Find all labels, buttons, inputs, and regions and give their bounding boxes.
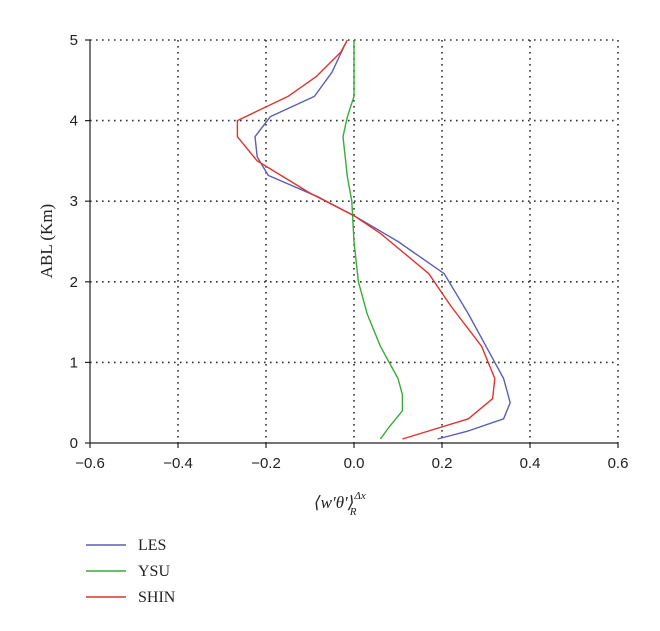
x-tick-labels: −0.6 −0.4 −0.2 0.0 0.2 0.4 0.6 [75,455,628,472]
series-line-les [254,43,511,440]
y-tick-label: 3 [70,193,78,210]
x-axis-title: ⟨w′θ′⟩Δx R [314,490,366,518]
x-axis-title-subscript: R [349,506,357,518]
legend-label-shin: SHIN [138,589,176,606]
y-tick-label: 0 [70,435,78,452]
x-axis-title-superscript: Δx [353,490,365,502]
series-line-ysu [342,40,404,440]
y-tick-label: 1 [70,354,78,371]
y-axis-title: ABL (Km) [37,204,56,278]
x-tick-label: −0.2 [251,455,281,472]
legend: LES YSU SHIN [86,537,176,606]
x-axis-title-main: ⟨w′θ′⟩ [314,493,354,512]
series-lines [236,39,511,440]
axes [85,39,619,448]
y-tick-label: 4 [70,113,78,130]
x-tick-label: −0.6 [75,455,105,472]
x-tick-label: 0.4 [520,455,541,472]
y-tick-labels: 0 1 2 3 4 5 [70,32,78,452]
x-tick-label: 0.0 [344,455,365,472]
x-tick-label: 0.2 [432,455,453,472]
y-tick-label: 2 [70,274,78,291]
y-tick-label: 5 [70,32,78,49]
x-tick-label: 0.6 [608,455,629,472]
legend-label-ysu: YSU [138,563,170,580]
x-tick-label: −0.4 [163,455,193,472]
legend-label-les: LES [138,537,166,554]
series-line-shin [236,39,496,440]
